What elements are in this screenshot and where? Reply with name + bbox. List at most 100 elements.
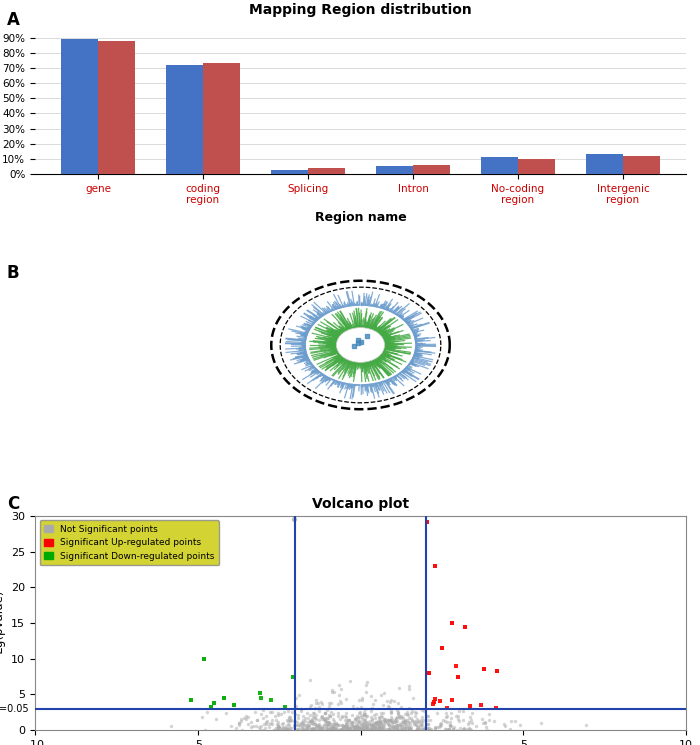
Point (249, 706, 260, 717)
Point (332, 707, 343, 719)
Point (335, 723, 346, 735)
Point (402, 708, 414, 720)
Point (422, 711, 433, 723)
Point (311, 719, 322, 731)
Point (264, 706, 275, 718)
Point (399, 722, 410, 734)
Point (365, 724, 376, 736)
Point (412, 716, 423, 728)
Point (373, 720, 384, 732)
Point (300, 719, 311, 731)
Point (307, 710, 318, 722)
Point (374, 714, 386, 726)
Point (391, 713, 402, 725)
Point (358, 709, 370, 721)
Point (339, 720, 350, 732)
Point (325, 720, 336, 732)
Point (389, 722, 400, 734)
Point (225, 720, 237, 732)
Point (218, 692, 230, 704)
Point (384, 714, 395, 726)
Point (368, 709, 379, 721)
Point (337, 722, 349, 734)
Point (422, 710, 433, 722)
Point (359, 717, 370, 729)
Point (383, 700, 394, 712)
Point (272, 716, 284, 728)
Point (293, 711, 304, 723)
Point (392, 719, 403, 731)
Point (264, 717, 275, 729)
Point (403, 722, 414, 734)
Point (316, 711, 328, 723)
Point (286, 706, 297, 718)
Point (403, 680, 414, 692)
Point (321, 723, 332, 735)
Point (320, 715, 331, 727)
Bar (482, 157, 518, 174)
Point (300, 714, 311, 726)
Point (362, 718, 373, 730)
Point (270, 710, 281, 722)
Point (447, 694, 458, 706)
Point (416, 717, 427, 729)
Point (301, 719, 312, 731)
Point (240, 713, 251, 725)
Point (391, 720, 402, 732)
Point (368, 720, 379, 732)
Point (354, 717, 365, 729)
Bar (413, 165, 450, 174)
Point (353, 715, 364, 727)
Ellipse shape (337, 328, 384, 362)
Point (411, 707, 422, 719)
Point (395, 718, 406, 730)
Point (423, 723, 434, 735)
Point (434, 721, 445, 733)
Point (395, 720, 407, 732)
Point (356, 718, 367, 730)
Point (389, 715, 400, 727)
Point (339, 720, 350, 732)
Point (384, 696, 395, 708)
Point (300, 724, 312, 736)
Point (288, 715, 300, 727)
Point (290, 700, 301, 711)
Point (419, 705, 430, 717)
Point (303, 720, 314, 732)
Point (325, 710, 336, 722)
Point (309, 722, 321, 734)
Point (429, 722, 440, 734)
Point (351, 720, 363, 732)
Point (299, 711, 310, 723)
Bar (377, 166, 413, 174)
Point (412, 720, 423, 732)
Point (368, 724, 379, 736)
Title: Mapping Region distribution: Mapping Region distribution (249, 3, 472, 17)
Point (318, 714, 330, 726)
Point (281, 723, 293, 735)
Point (317, 722, 328, 734)
Point (378, 713, 389, 725)
Point (384, 721, 395, 733)
Point (316, 698, 328, 710)
Point (379, 714, 391, 726)
Point (293, 688, 304, 700)
Point (290, 719, 301, 731)
Point (309, 716, 320, 728)
Point (458, 714, 469, 726)
Point (431, 707, 442, 719)
Point (323, 709, 334, 721)
Point (416, 711, 428, 723)
Point (304, 721, 315, 733)
Point (364, 718, 375, 730)
Point (365, 717, 377, 729)
Point (335, 695, 346, 707)
Point (395, 711, 406, 723)
Point (435, 717, 447, 729)
Point (321, 716, 332, 728)
Point (316, 711, 328, 723)
Point (465, 700, 476, 712)
Point (295, 723, 306, 735)
Point (391, 720, 402, 732)
Bar (167, 65, 203, 174)
